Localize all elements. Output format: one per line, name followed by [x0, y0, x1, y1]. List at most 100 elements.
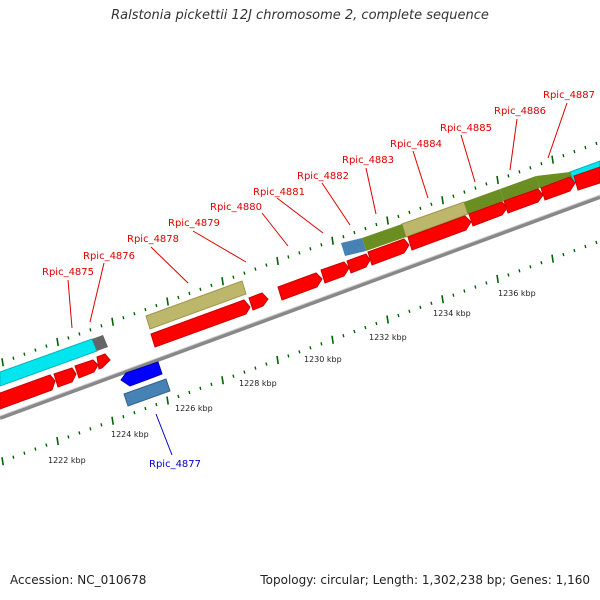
tick-mark — [507, 273, 510, 277]
tick-mark — [562, 153, 565, 158]
tick-mark — [287, 255, 290, 259]
gene-label[interactable]: Rpic_4883 — [342, 155, 394, 166]
tick-mark — [540, 162, 543, 166]
cds-arrow — [96, 353, 111, 370]
tick-mark — [331, 236, 334, 245]
tick-mark — [12, 455, 15, 459]
tick-mark — [243, 271, 246, 275]
gene-label[interactable]: Rpic_4886 — [494, 106, 546, 117]
tick-mark — [463, 190, 466, 194]
tick-mark — [441, 196, 444, 205]
tick-mark — [540, 261, 543, 265]
tick-mark — [45, 344, 48, 348]
tick-mark — [89, 427, 92, 431]
backbone-line — [0, 195, 600, 420]
gene-label[interactable]: Rpic_4881 — [253, 187, 305, 198]
tick-mark — [419, 305, 422, 309]
tick-mark — [397, 214, 400, 219]
tick-mark — [573, 149, 576, 154]
gene-label[interactable]: Rpic_4880 — [210, 202, 262, 213]
tick-mark — [408, 210, 411, 215]
tick-mark — [34, 348, 37, 352]
tick-mark — [232, 374, 235, 378]
tick-mark — [67, 336, 70, 340]
cds-arrow — [248, 292, 269, 311]
tick-mark — [353, 230, 356, 235]
cds-reverse-arrow — [120, 361, 163, 387]
tick-mark — [133, 311, 136, 316]
scale-label: 1236 kbp — [498, 289, 536, 298]
tick-mark — [100, 324, 103, 328]
tick-mark — [573, 248, 576, 253]
tick-mark — [177, 295, 180, 300]
tick-mark — [441, 295, 444, 304]
tick-mark — [122, 316, 125, 320]
label-leaders — [67, 102, 568, 329]
tick-mark — [386, 216, 389, 225]
tick-mark — [111, 317, 114, 326]
khaki-feature-1 — [145, 280, 247, 330]
cds-arrow — [573, 166, 600, 191]
tick-mark — [342, 234, 345, 239]
tick-mark — [529, 166, 532, 170]
tick-mark — [298, 251, 301, 255]
summary-text: Topology: circular; Length: 1,302,238 bp… — [260, 573, 590, 587]
tick-mark — [518, 269, 521, 273]
tick-mark — [386, 315, 389, 324]
tick-mark — [551, 254, 554, 263]
scale-label: 1232 kbp — [369, 333, 407, 342]
gene-label[interactable]: Rpic_4887 — [543, 90, 595, 101]
tick-mark — [144, 406, 147, 411]
tick-mark — [419, 206, 422, 210]
tick-mark — [518, 170, 521, 174]
tick-mark — [67, 435, 70, 439]
tick-mark — [474, 186, 477, 190]
tick-mark — [254, 267, 257, 271]
tick-mark — [254, 366, 257, 370]
gene-label[interactable]: Rpic_4885 — [440, 123, 492, 134]
outer-tick-track — [1, 141, 598, 367]
scale-label: 1222 kbp — [48, 456, 86, 465]
tick-mark — [595, 240, 598, 245]
scale-label: 1228 kbp — [239, 379, 277, 388]
gray-feature-left — [92, 335, 108, 351]
cds-arrow — [468, 201, 508, 227]
tick-mark — [265, 263, 268, 267]
tick-mark — [34, 447, 37, 451]
gene-label[interactable]: Rpic_4875 — [42, 267, 94, 278]
tick-mark — [474, 285, 477, 289]
tick-mark — [78, 332, 81, 336]
tick-mark — [452, 194, 455, 198]
cds-arrow — [150, 299, 251, 348]
tick-mark — [221, 376, 224, 385]
tick-mark — [243, 370, 246, 374]
cds-arrow — [277, 272, 323, 301]
tick-mark — [584, 145, 587, 150]
cds-arrow — [0, 374, 56, 410]
scale-label: 1234 kbp — [433, 309, 471, 318]
tick-mark — [166, 396, 169, 405]
tick-mark — [199, 386, 202, 391]
gene-label[interactable]: Rpic_4877 — [149, 459, 201, 470]
gene-label[interactable]: Rpic_4876 — [83, 251, 135, 262]
tick-mark — [133, 410, 136, 415]
tick-mark — [595, 141, 598, 146]
tick-mark — [221, 277, 224, 286]
gene-label[interactable]: Rpic_4884 — [390, 139, 442, 150]
cds-arrow — [53, 367, 77, 388]
tick-mark — [375, 321, 378, 326]
olive-feature-3 — [500, 176, 540, 201]
scale-label: 1224 kbp — [111, 430, 149, 439]
tick-mark — [408, 309, 411, 314]
tick-mark — [485, 182, 488, 186]
gene-label[interactable]: Rpic_4878 — [127, 234, 179, 245]
gene-label[interactable]: Rpic_4879 — [168, 218, 220, 229]
tick-mark — [23, 451, 26, 455]
tick-mark — [364, 226, 367, 231]
tick-mark — [342, 333, 345, 338]
inner-tick-track — [1, 240, 598, 466]
backbone-line-highlight — [0, 194, 600, 417]
gene-label[interactable]: Rpic_4882 — [297, 171, 349, 182]
scale-label: 1226 kbp — [175, 404, 213, 413]
